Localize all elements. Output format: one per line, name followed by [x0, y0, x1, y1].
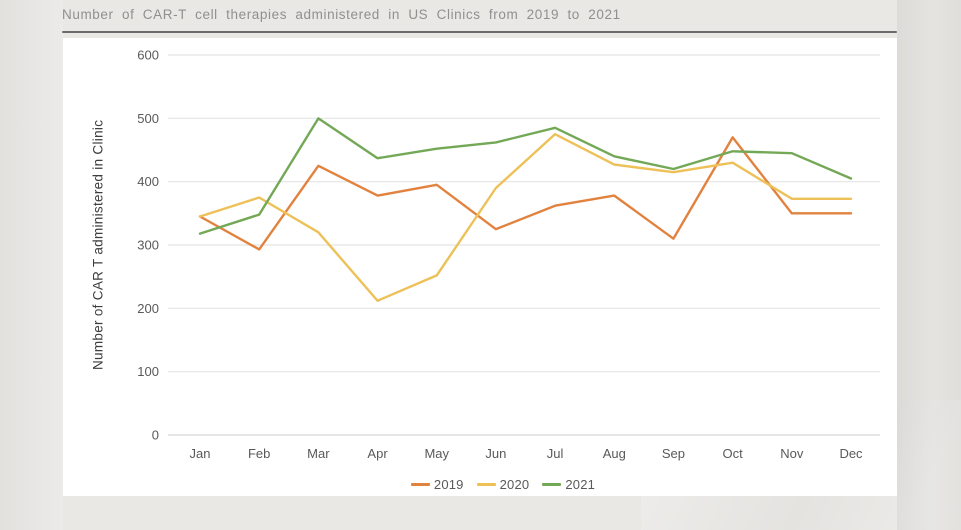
- x-tick-label-oct: Oct: [723, 446, 744, 461]
- chart-legend: 2019 2020 2021: [63, 475, 897, 493]
- legend-dash-2020: [476, 482, 496, 486]
- series-line-2019: [198, 136, 853, 251]
- series-line-2020: [198, 132, 853, 302]
- background-texture-right: [897, 0, 961, 530]
- line-chart: 0 100 200 300 400 500 600 Jan Feb Mar Apr May Jun Jul…: [137, 48, 880, 461]
- x-tick-label-jul: Jul: [547, 446, 564, 461]
- title-underline: [62, 31, 897, 33]
- x-tick-label-may: May: [424, 446, 449, 461]
- x-tick-label-nov: Nov: [780, 446, 804, 461]
- x-tick-label-dec: Dec: [839, 446, 863, 461]
- y-tick-label-100: 100: [137, 364, 159, 379]
- legend-dash-2019: [410, 482, 430, 486]
- y-tick-label-0: 0: [152, 428, 159, 443]
- legend-item-2019: 2019: [410, 476, 464, 492]
- page-title: Number of CAR-T cell therapies administe…: [62, 7, 621, 22]
- legend-label-2019: 2019: [433, 476, 464, 492]
- x-tick-label-jan: Jan: [190, 446, 211, 461]
- y-tick-label-400: 400: [137, 174, 159, 189]
- x-tick-label-jun: Jun: [485, 446, 506, 461]
- legend-label-2020: 2020: [499, 476, 530, 492]
- y-tick-label-600: 600: [137, 48, 159, 63]
- y-tick-label-300: 300: [137, 238, 159, 253]
- y-tick-label-500: 500: [137, 111, 159, 126]
- legend-label-2021: 2021: [565, 476, 596, 492]
- legend-dash-2021: [542, 482, 562, 486]
- background-texture-left: [0, 0, 63, 530]
- y-tick-label-200: 200: [137, 301, 159, 316]
- legend-item-2020: 2020: [476, 476, 530, 492]
- x-tick-label-sep: Sep: [662, 446, 685, 461]
- chart-card: Number of CAR T administered in Clinic 0…: [63, 38, 897, 496]
- x-tick-label-mar: Mar: [307, 446, 330, 461]
- legend-item-2021: 2021: [542, 477, 595, 492]
- x-tick-label-apr: Apr: [367, 446, 388, 461]
- x-tick-label-feb: Feb: [248, 446, 270, 461]
- x-tick-label-aug: Aug: [603, 446, 626, 461]
- series-line-2021: [198, 117, 853, 235]
